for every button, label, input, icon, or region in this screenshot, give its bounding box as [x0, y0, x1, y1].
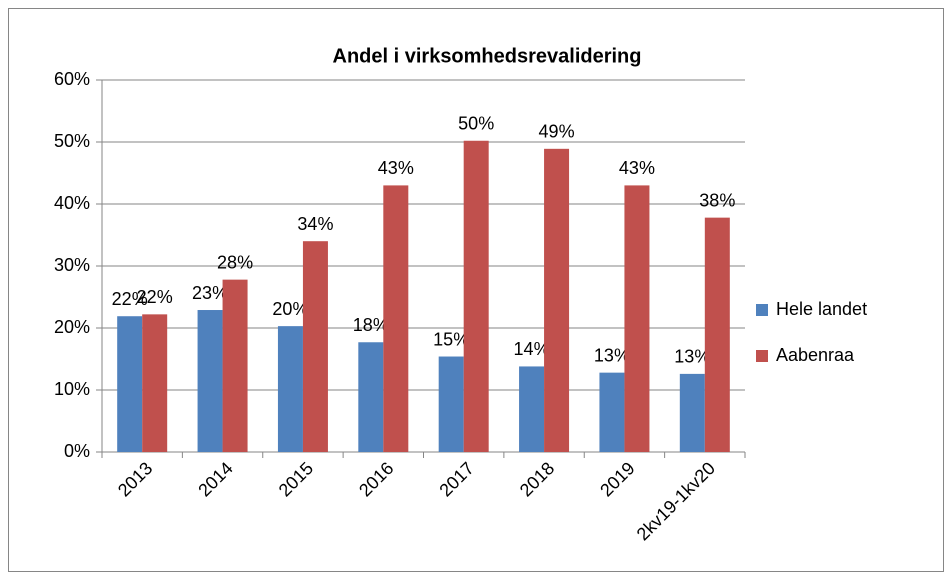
bar	[222, 279, 248, 452]
bar	[142, 314, 168, 452]
y-tick-label: 50%	[54, 131, 90, 151]
y-tick-label: 0%	[64, 441, 90, 461]
bar	[704, 217, 730, 452]
data-label: 15%	[433, 329, 469, 349]
legend-swatch	[756, 350, 768, 362]
legend-label: Aabenraa	[776, 345, 855, 365]
data-label: 14%	[514, 339, 550, 359]
bar	[383, 185, 409, 452]
y-tick-label: 30%	[54, 255, 90, 275]
y-tick-label: 40%	[54, 193, 90, 213]
bar	[463, 140, 489, 452]
data-label: 38%	[699, 190, 735, 210]
chart-title: Andel i virksomhedsrevalidering	[333, 45, 642, 67]
bar	[358, 342, 384, 452]
data-label: 22%	[137, 287, 173, 307]
data-label: 50%	[458, 114, 494, 134]
bar	[197, 310, 223, 452]
data-label: 34%	[297, 214, 333, 234]
bar	[277, 326, 303, 452]
bar	[679, 373, 705, 452]
data-label: 43%	[378, 158, 414, 178]
y-tick-label: 20%	[54, 317, 90, 337]
data-label: 18%	[353, 315, 389, 335]
y-tick-label: 10%	[54, 379, 90, 399]
y-tick-label: 60%	[54, 69, 90, 89]
bar	[519, 366, 545, 452]
data-label: 22%	[112, 289, 148, 309]
data-label: 28%	[217, 252, 253, 272]
bar	[438, 356, 464, 452]
data-label: 13%	[674, 347, 710, 367]
bar	[599, 372, 625, 452]
data-label: 43%	[619, 158, 655, 178]
data-label: 13%	[594, 345, 630, 365]
bar	[117, 316, 143, 452]
legend-swatch	[756, 304, 768, 316]
data-label: 49%	[539, 122, 575, 142]
legend-label: Hele landet	[776, 299, 867, 319]
bar	[544, 148, 570, 452]
data-label: 23%	[192, 283, 228, 303]
bar	[624, 185, 650, 452]
bar	[302, 241, 328, 452]
data-label: 20%	[272, 299, 308, 319]
